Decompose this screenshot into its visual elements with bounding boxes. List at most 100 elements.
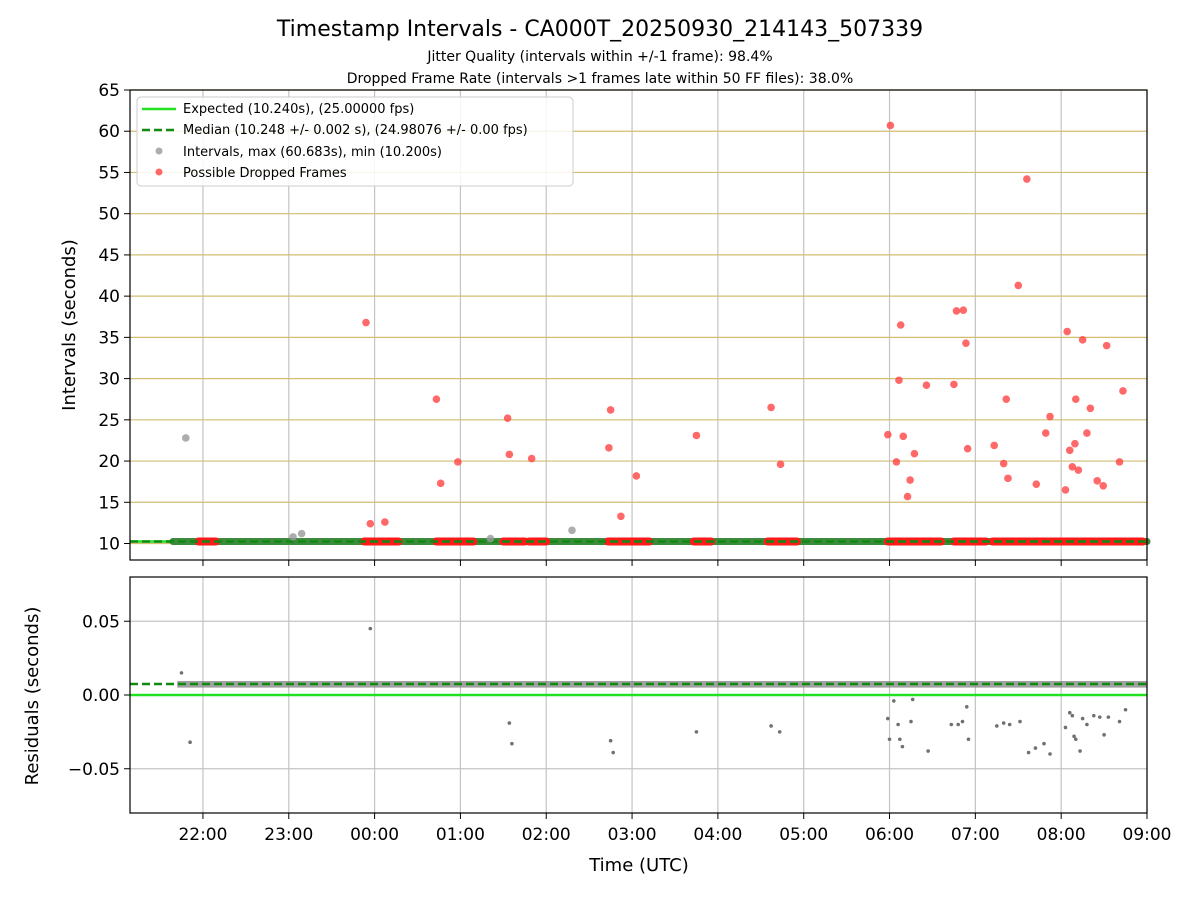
residual-point (1117, 719, 1122, 724)
residual-point (1007, 722, 1012, 727)
dropped-frame-point (632, 472, 641, 480)
bottom-x-tick-label: 01:00 (436, 825, 485, 845)
residual-point (909, 719, 913, 724)
dropped-frame-point (1032, 480, 1041, 488)
chart-subtitle-jitter: Jitter Quality (intervals within +/-1 fr… (426, 49, 772, 65)
dropped-frame-point (1099, 481, 1108, 490)
residual-point (1102, 733, 1106, 737)
x-axis-label: Time (UTC) (588, 855, 689, 876)
bottom-x-tick-label: 08:00 (1037, 825, 1086, 845)
dropped-frame-point (436, 479, 445, 488)
dropped-frame-point (962, 339, 970, 347)
top-y-tick-label: 40 (98, 287, 120, 307)
dropped-frame-point (884, 430, 892, 439)
dropped-frame-point (892, 458, 901, 466)
residual-point (1063, 725, 1068, 730)
dropped-frame-point (1041, 429, 1050, 437)
residual-point (507, 721, 512, 725)
dropped-frame-point (454, 458, 462, 466)
residual-point (1097, 715, 1102, 719)
bottom-x-tick-label: 05:00 (779, 825, 828, 845)
bottom-x-tick-label: 00:00 (350, 825, 399, 845)
residual-point (1085, 722, 1089, 727)
residual-point (910, 697, 915, 702)
dropped-frame-point (1004, 474, 1012, 483)
bottom-x-tick-label: 09:00 (1123, 825, 1172, 845)
dropped-frame-point (605, 444, 613, 452)
legend-dropped-swatch (155, 168, 163, 176)
dropped-frame-point (503, 414, 512, 422)
legend-expected-label: Expected (10.240s), (25.00000 fps) (183, 102, 414, 117)
bottom-y-tick-label: 0.00 (82, 686, 120, 706)
bottom-x-tick-label: 03:00 (608, 825, 657, 845)
bottom-x-tick-label: 06:00 (865, 825, 914, 845)
top-y-tick-label: 65 (98, 81, 120, 101)
dropped-frame-point (899, 432, 908, 441)
dropped-frame-point (362, 318, 370, 327)
legend-frame (136, 96, 574, 187)
dropped-frame-point (1074, 466, 1083, 474)
dropped-frame-point (505, 450, 514, 459)
residual-point (368, 626, 373, 631)
residual-point (611, 750, 615, 755)
legend: Expected (10.240s), (25.00000 fps) Media… (136, 96, 574, 187)
dropped-frame-point (1071, 395, 1080, 404)
dropped-frame-point (1061, 486, 1070, 494)
residual-point (995, 724, 999, 728)
residual-point (956, 722, 960, 727)
bottom-x-tick-label: 23:00 (264, 825, 313, 845)
interval-point (568, 526, 576, 535)
dropped-frame-point (1093, 477, 1102, 485)
residual-point (892, 699, 896, 703)
residual-point (964, 705, 969, 709)
residual-point (949, 722, 954, 727)
dropped-frame-point (910, 449, 919, 458)
legend-intervals-swatch (155, 147, 163, 155)
residual-point (1106, 715, 1111, 719)
dropped-frame-point (381, 518, 389, 526)
residual-point (510, 741, 514, 746)
dropped-frame-point (1071, 439, 1079, 448)
bottom-x-tick-label: 04:00 (693, 825, 742, 845)
top-y-tick-label: 10 (98, 535, 120, 555)
top-y-tick-label: 45 (98, 246, 120, 266)
dropped-frame-point (1023, 175, 1031, 183)
top-y-tick-label: 15 (98, 493, 120, 513)
dropped-frame-point (1102, 341, 1111, 350)
dropped-frame-point (617, 512, 625, 521)
top-y-tick-label: 20 (98, 452, 120, 472)
dropped-frame-point (432, 395, 441, 404)
residual-point (966, 737, 971, 742)
chart-subtitle-dropped: Dropped Frame Rate (intervals >1 frames … (347, 71, 854, 87)
dropped-frame-point (1014, 281, 1023, 290)
residual-point (1070, 713, 1075, 718)
dropped-frame-point (1119, 387, 1127, 395)
dropped-frame-point (896, 321, 905, 329)
residuals-plot: 22:00 23:00 00:00 01:00 02:00 03:00 04:00 05:00… (68, 576, 1172, 845)
residual-point (960, 719, 965, 724)
bottom-x-tick-label: 22:00 (178, 825, 227, 845)
bottom-plot-frame (129, 576, 1148, 814)
residual-point (1048, 752, 1052, 756)
residual-point (900, 744, 905, 749)
dropped-frame-point (922, 381, 931, 389)
residual-point (1033, 746, 1038, 750)
dropped-frame-point (906, 476, 914, 484)
bottom-x-tick-label: 02:00 (522, 825, 571, 845)
residual-point (1073, 737, 1078, 742)
interval-point (289, 533, 297, 541)
dropped-frame-point (903, 492, 912, 501)
dropped-frame-point (692, 431, 701, 440)
dropped-frame-point (1083, 429, 1091, 437)
dropped-frame-point (606, 406, 615, 414)
residual-point (1001, 721, 1006, 725)
interval-point (297, 529, 306, 538)
top-y-axis-label: Intervals (seconds) (59, 239, 80, 411)
dropped-frame-point (963, 444, 972, 453)
residual-point (179, 671, 184, 675)
bottom-y-axis-label: Residuals (seconds) (22, 607, 43, 786)
interval-point (181, 434, 190, 442)
dropped-frame-point (1046, 412, 1054, 421)
dropped-frame-point (1115, 458, 1124, 466)
